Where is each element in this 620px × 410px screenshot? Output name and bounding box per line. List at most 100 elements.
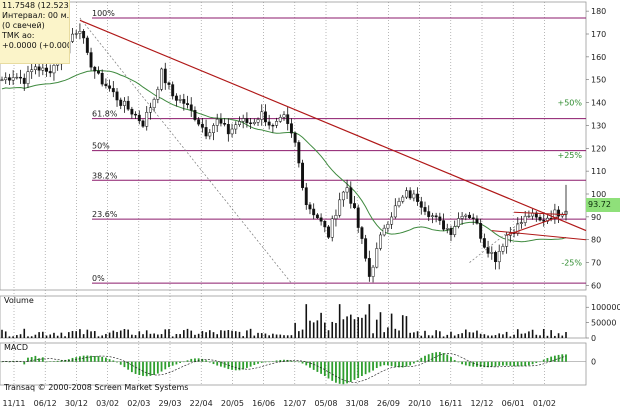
macd-histogram-bar <box>175 361 178 365</box>
candle-body <box>386 224 390 229</box>
price-pane-frame <box>0 1 587 291</box>
volume-bar <box>531 329 534 338</box>
macd-histogram-bar <box>234 361 237 371</box>
volume-bar <box>275 334 278 338</box>
x-tick-label: 12/07 <box>283 399 306 408</box>
volume-bar <box>249 328 252 338</box>
volume-bar <box>364 314 367 338</box>
volume-bar <box>30 336 33 338</box>
candle-body <box>379 234 382 249</box>
macd-layer <box>0 352 586 385</box>
x-tick-label: 22/04 <box>190 399 213 408</box>
volume-bar <box>390 313 393 338</box>
macd-histogram-bar <box>212 361 215 365</box>
volume-bar <box>220 330 222 338</box>
candle-body <box>538 216 542 221</box>
candle-body <box>293 132 297 143</box>
candle-body <box>542 219 546 222</box>
volume-bar <box>183 330 185 338</box>
macd-histogram-bar <box>123 361 126 368</box>
candle-body <box>494 252 497 263</box>
candle-body <box>482 238 486 248</box>
volume-bar <box>242 336 244 338</box>
volume-bar <box>476 330 478 338</box>
info-interval-line: Интервал: 00 м. <box>2 11 70 20</box>
volume-bar <box>205 332 207 338</box>
macd-histogram-bar <box>223 361 226 368</box>
main-downtrend-line <box>79 19 587 232</box>
volume-bar <box>320 312 322 338</box>
candle-body <box>557 209 561 217</box>
info-box: 11.7548 (12.5232%) Интервал: 00 м. (0 св… <box>0 0 70 64</box>
macd-histogram-bar <box>108 359 111 362</box>
candle-body <box>163 68 167 84</box>
volume-bar <box>342 319 345 338</box>
fib-level-label: 100% <box>92 9 115 18</box>
volume-bar <box>327 330 330 338</box>
candle-body <box>215 118 219 126</box>
macd-histogram-bar <box>487 361 489 368</box>
support-dotted-line <box>469 221 522 263</box>
macd-histogram-bar <box>49 361 52 362</box>
volume-bar <box>557 333 560 338</box>
candle-body <box>330 218 334 238</box>
macd-histogram-bar <box>201 358 204 362</box>
macd-histogram-bar <box>364 361 367 375</box>
volume-bar <box>372 333 374 338</box>
candle-body <box>371 266 375 277</box>
macd-histogram-bar <box>301 361 304 364</box>
volume-bar <box>134 335 137 338</box>
candle-body <box>208 132 212 137</box>
macd-signal-line <box>1 353 567 383</box>
macd-histogram-bar <box>327 361 330 379</box>
macd-histogram-bar <box>168 361 170 368</box>
candle-body <box>126 100 130 110</box>
volume-bar <box>149 333 152 338</box>
candle-body <box>353 203 356 209</box>
macd-histogram-bar <box>149 361 152 376</box>
x-tick-label: 16/11 <box>439 399 462 408</box>
volume-bar <box>413 332 415 338</box>
macd-histogram-bar <box>368 361 371 373</box>
macd-histogram-bar <box>386 361 389 366</box>
volume-bar <box>305 304 308 338</box>
macd-histogram-bar <box>472 361 475 367</box>
volume-bar <box>427 335 430 338</box>
volume-bar <box>53 332 55 338</box>
candle-body <box>178 99 182 101</box>
macd-histogram-bar <box>420 357 423 362</box>
volume-bar <box>38 332 40 338</box>
candle-body <box>37 66 41 71</box>
candle-body <box>82 31 86 39</box>
candle-body <box>152 99 156 108</box>
price-tick-label: 90 <box>591 213 601 222</box>
macd-histogram-bar <box>405 361 408 367</box>
candle-body <box>148 107 152 113</box>
price-tick-label: 110 <box>591 167 606 176</box>
fib-diagonal-line <box>79 17 292 284</box>
volume-bar <box>394 328 397 338</box>
candle-body <box>204 127 208 137</box>
labels-layer: +50% +25% -25% <box>558 99 583 268</box>
candle-body <box>234 124 238 130</box>
candle-body <box>41 67 45 71</box>
volume-bar <box>234 331 237 338</box>
volume-bar <box>487 335 489 338</box>
macd-histogram-bar <box>372 361 374 371</box>
volume-tick-label: 0 <box>591 334 596 343</box>
macd-histogram-bar <box>197 358 200 362</box>
macd-histogram-bar <box>171 361 174 366</box>
macd-histogram-bar <box>1 361 3 363</box>
candle-body <box>263 111 267 123</box>
macd-histogram-bar <box>97 356 100 362</box>
volume-bar <box>127 329 129 338</box>
macd-histogram-bar <box>461 361 464 365</box>
macd-histogram-bar <box>431 352 434 362</box>
candle-body <box>453 226 457 235</box>
candle-body <box>349 187 353 204</box>
macd-histogram-bar <box>412 361 415 364</box>
x-tick-label: 16/06 <box>252 399 275 408</box>
candle-body <box>15 76 19 79</box>
macd-histogram-bar <box>208 361 211 363</box>
macd-histogram-bar <box>134 361 137 374</box>
